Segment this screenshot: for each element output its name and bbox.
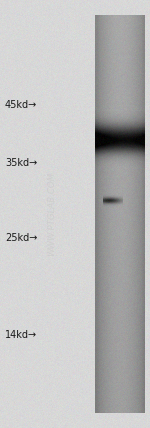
Text: 25kd→: 25kd→ [5, 233, 37, 243]
Text: 45kd→: 45kd→ [5, 100, 37, 110]
Text: WWW.PTGLAB.COM: WWW.PTGLAB.COM [48, 172, 57, 256]
Text: 14kd→: 14kd→ [5, 330, 37, 340]
Text: 35kd→: 35kd→ [5, 158, 37, 168]
